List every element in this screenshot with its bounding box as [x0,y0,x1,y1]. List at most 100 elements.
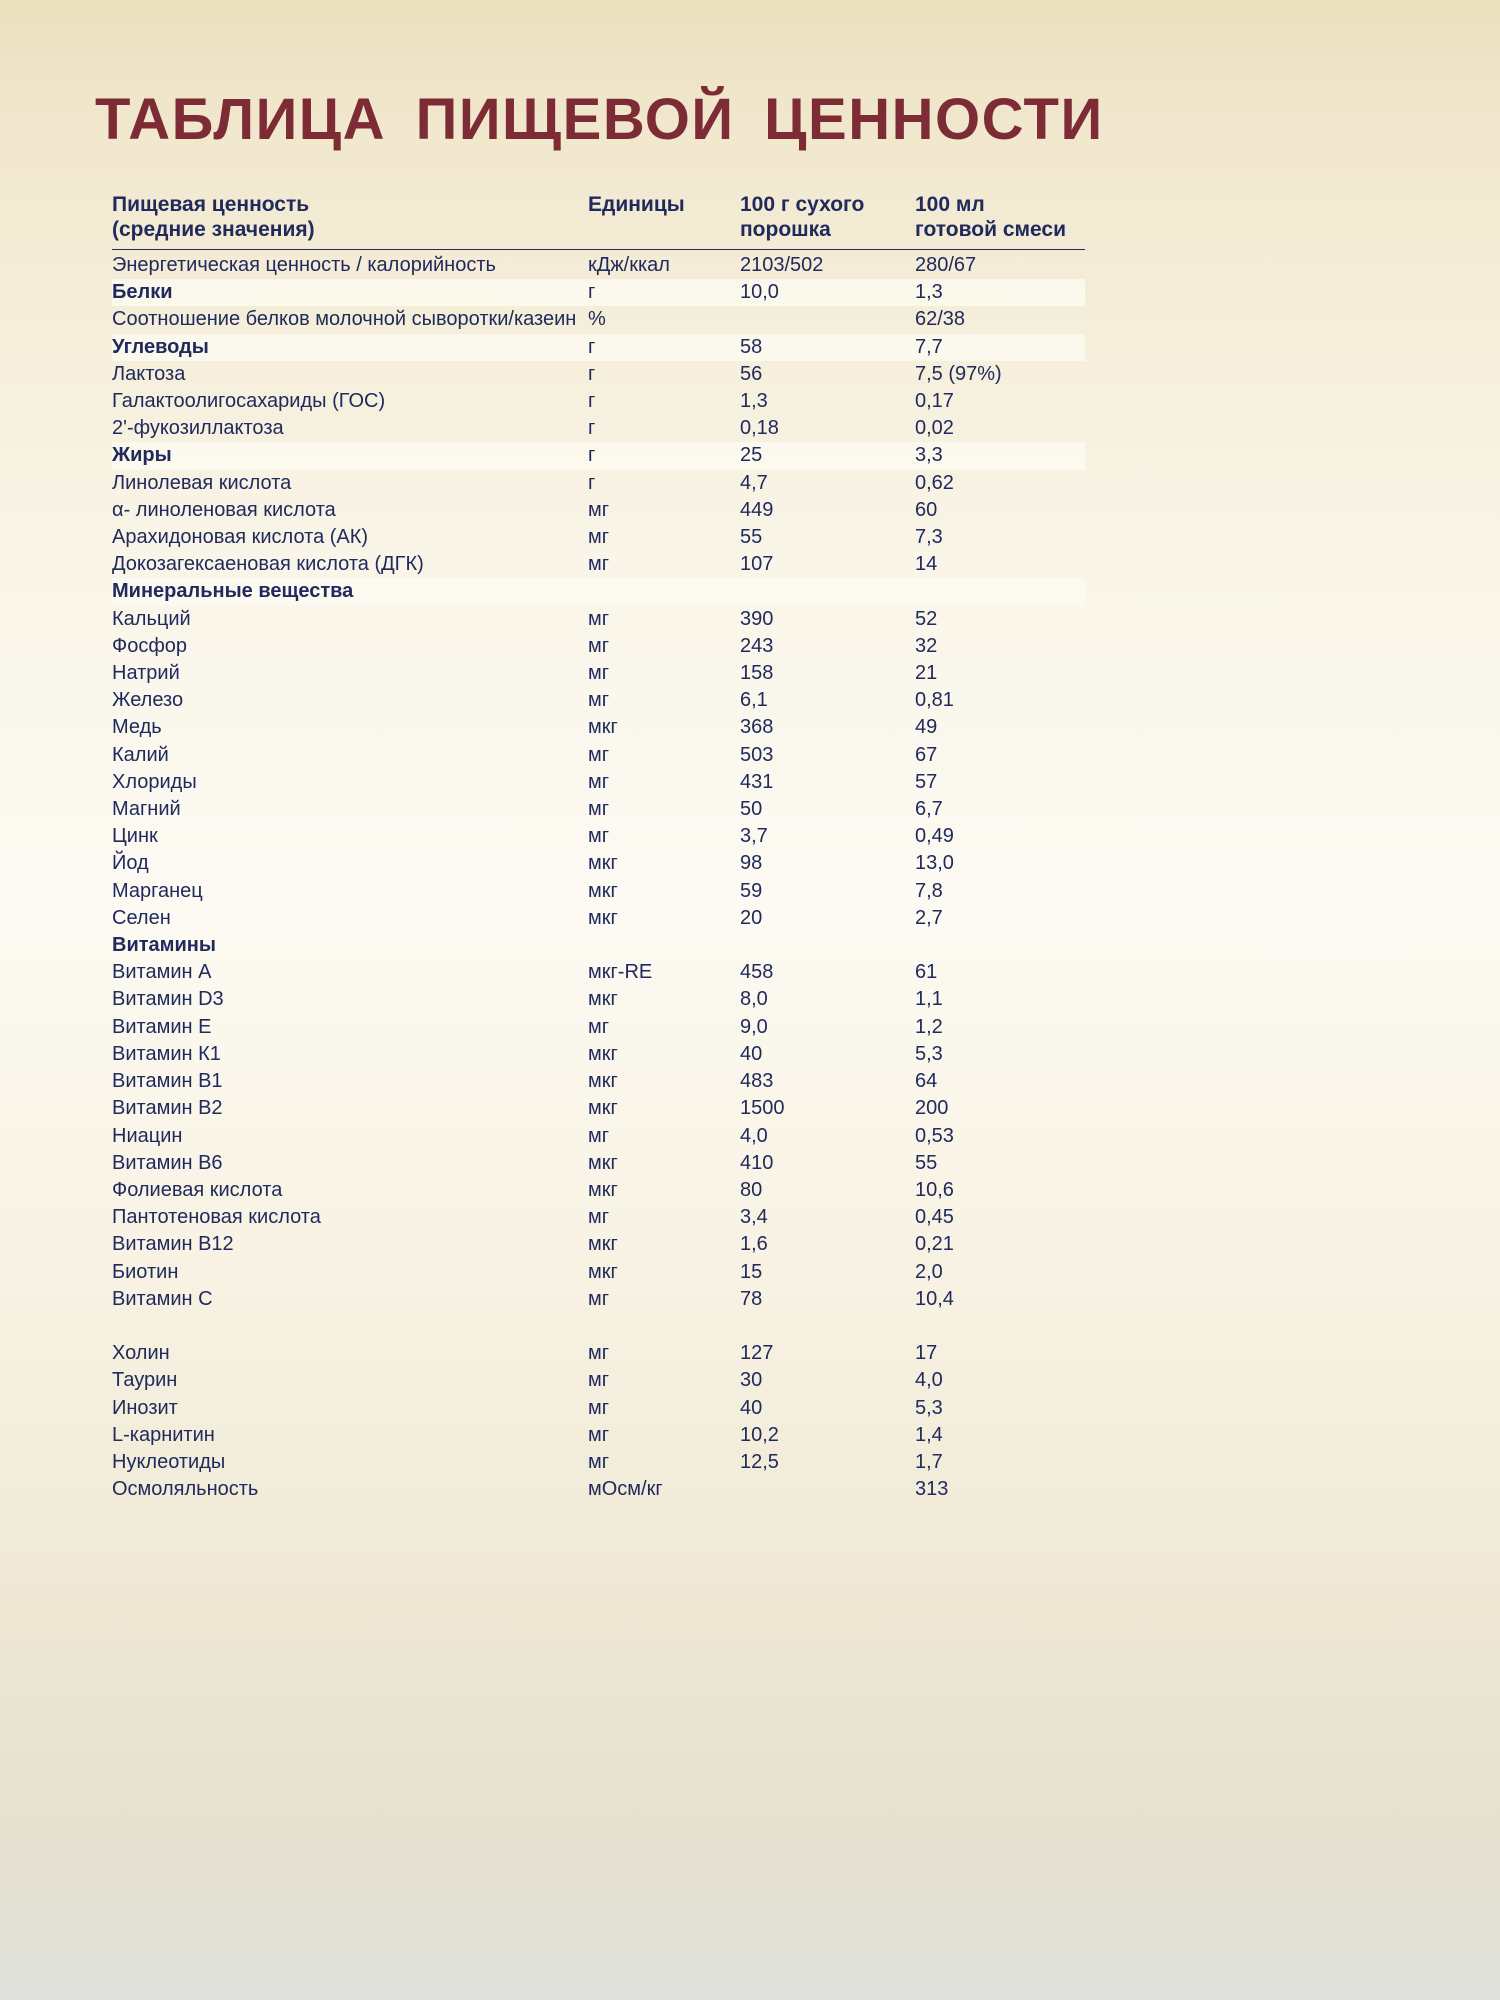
table-row: Таурин мг 30 4,0 [112,1367,1085,1394]
cell-per-100ml: 67 [915,743,938,766]
cell-per-100ml: 61 [915,961,938,984]
cell-per-100ml: 7,8 [915,879,943,902]
cell-per-100ml: 6,7 [915,798,943,821]
table-row: Арахидоновая кислота (АК) мг 55 7,3 [112,524,1085,551]
cell-per-100ml: 21 [915,662,938,685]
cell-unit: г [588,362,596,385]
cell-per-100g: 1,6 [740,1233,768,1256]
cell-per-100ml: 0,45 [915,1206,954,1229]
cell-unit: мкг [588,1070,618,1093]
table-row: Витамин Е мг 9,0 1,2 [112,1014,1085,1041]
table-row: Витамин D3 мкг 8,0 1,1 [112,986,1085,1013]
cell-name: Холин [112,1342,170,1365]
cell-name: Витамин В12 [112,1233,234,1256]
cell-per-100ml: 60 [915,498,938,521]
table-row: Витамин С мг 78 10,4 [112,1286,1085,1313]
cell-name: Инозит [112,1396,178,1419]
cell-name: Марганец [112,879,203,902]
cell-per-100ml: 0,53 [915,1124,954,1147]
cell-name: Энергетическая ценность / калорийность [112,254,496,276]
cell-per-100g: 56 [740,362,763,385]
cell-name: Арахидоновая кислота (АК) [112,526,369,549]
cell-per-100ml: 4,0 [915,1369,943,1392]
table-row: Марганец мкг 59 7,8 [112,878,1085,905]
cell-per-100g: 20 [740,906,763,929]
cell-per-100g: 30 [740,1369,763,1392]
cell-per-100g: 0,18 [740,417,779,440]
cell-unit: мг [588,798,610,821]
cell-per-100ml: 7,5 (97%) [915,362,1002,385]
cell-per-100ml: 0,17 [915,390,954,413]
cell-unit: мг [588,498,610,521]
table-row: Витамин В6 мкг 410 55 [112,1150,1085,1177]
cell-unit: г [588,390,596,413]
table-body: Энергетическая ценность / калорийность к… [112,250,1085,1503]
cell-name: Цинк [112,825,158,848]
cell-name: Витамин D3 [112,988,224,1011]
table-row: Витамин К1 мкг 40 5,3 [112,1041,1085,1068]
table-header-row: Пищевая ценность (средние значения) Един… [112,192,1085,250]
table-row: Витамин В2 мкг 1500 200 [112,1095,1085,1122]
cell-name: Жиры [112,444,172,467]
table-row: Витамин В12 мкг 1,6 0,21 [112,1231,1085,1258]
cell-per-100g: 10,0 [740,281,779,304]
cell-per-100ml: 7,7 [915,335,943,358]
cell-name: Железо [112,689,184,712]
cell-unit: мкг-RE [588,961,653,984]
cell-per-100g: 6,1 [740,689,768,712]
cell-name: α- линоленовая кислота [112,498,336,521]
cell-per-100g: 431 [740,770,774,793]
cell-unit: г [588,335,596,358]
cell-name: Линолевая кислота [112,471,292,494]
cell-per-100g: 55 [740,526,763,549]
cell-per-100g: 10,2 [740,1423,779,1446]
cell-name: Магний [112,798,181,821]
cell-unit: мг [588,1423,610,1446]
table-row: Натрий мг 158 21 [112,660,1085,687]
cell-unit: мкг [588,1260,618,1283]
cell-unit: мкг [588,906,618,929]
cell-name: Калий [112,743,169,766]
cell-name: Витамины [112,934,216,957]
cell-unit: мг [588,662,610,685]
cell-per-100ml: 10,4 [915,1287,954,1310]
table-row: Хлориды мг 431 57 [112,769,1085,796]
table-row: Витамин А мкг-RE 458 61 [112,959,1085,986]
table-row: α- линоленовая кислота мг 449 60 [112,497,1085,524]
table-row: Осмоляльность мОсм/кг 313 [112,1476,1085,1503]
cell-per-100ml: 1,3 [915,281,943,304]
cell-name: Витамин В1 [112,1070,223,1093]
cell-per-100ml: 62/38 [915,308,966,331]
cell-name: Углеводы [112,335,209,358]
table-row: Магний мг 50 6,7 [112,796,1085,823]
table-row: Йод мкг 98 13,0 [112,850,1085,877]
cell-unit: г [588,417,596,440]
cell-per-100ml: 10,6 [915,1178,954,1201]
cell-name: 2'-фукозиллактоза [112,417,284,440]
cell-unit: мг [588,1287,610,1310]
table-row: Биотин мкг 15 2,0 [112,1259,1085,1286]
table-row: Железо мг 6,1 0,81 [112,687,1085,714]
column-header-nutrition: Пищевая ценность (средние значения) [112,193,315,241]
cell-per-100g: 40 [740,1042,763,1065]
cell-per-100ml: 0,49 [915,825,954,848]
cell-per-100ml: 280/67 [915,254,977,276]
table-row: Галактоолигосахариды (ГОС) г 1,3 0,17 [112,388,1085,415]
cell-per-100ml: 52 [915,607,938,630]
cell-name: Ниацин [112,1124,183,1147]
cell-per-100ml: 49 [915,716,938,739]
cell-per-100ml: 1,1 [915,988,943,1011]
spacer-row [112,1313,1085,1340]
table-row: Селен мкг 20 2,7 [112,905,1085,932]
column-header-per-100g-powder: 100 г сухого порошка [740,193,865,241]
nutrition-table: Пищевая ценность (средние значения) Един… [112,192,1085,1503]
cell-name: Кальций [112,607,191,630]
cell-unit: мг [588,1369,610,1392]
cell-unit: г [588,471,596,494]
cell-per-100g: 1500 [740,1097,785,1120]
cell-name: Галактоолигосахариды (ГОС) [112,390,386,413]
cell-name: Осмоляльность [112,1478,259,1501]
table-row: Энергетическая ценность / калорийность к… [112,252,1085,279]
cell-unit: мкг [588,879,618,902]
